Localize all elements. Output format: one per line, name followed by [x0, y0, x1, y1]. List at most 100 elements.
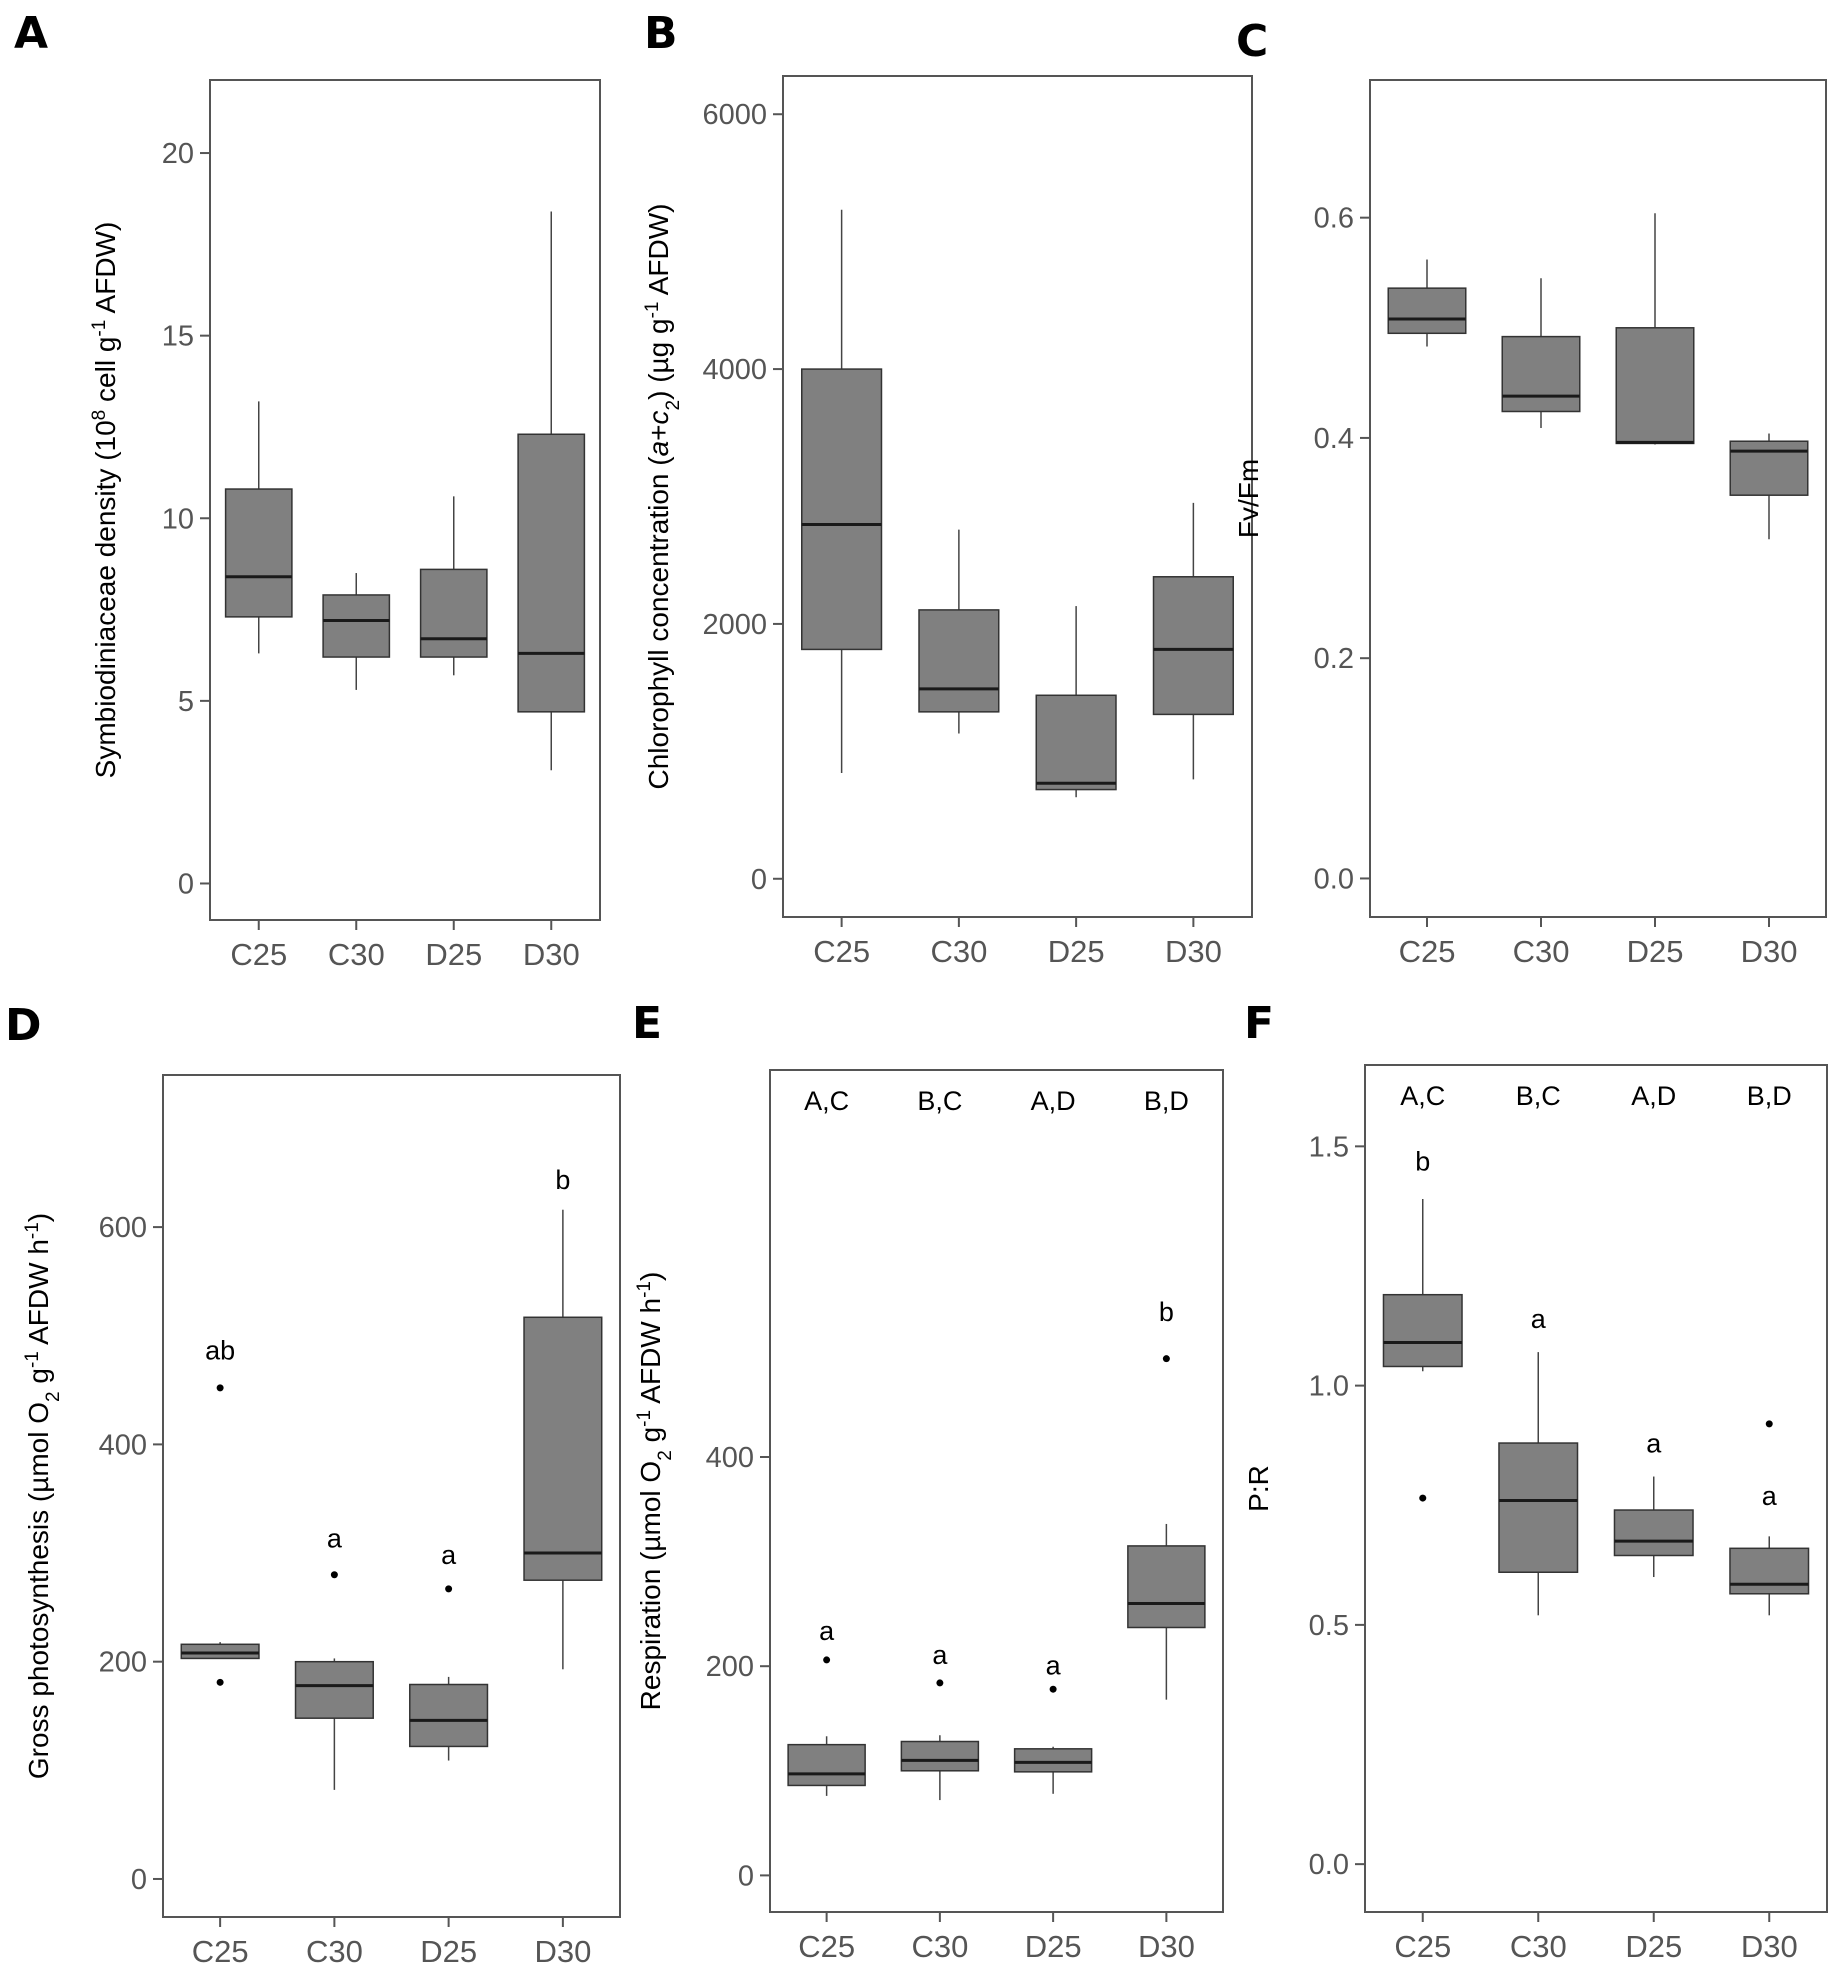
panel-letter: B [644, 8, 678, 59]
outlier-point [1765, 1420, 1773, 1428]
panel-c: C 0.0 0.2 0.4 0.6 Fv/Fm C25 C30 D25 D30 [1233, 16, 1827, 969]
panel-letter: E [632, 998, 662, 1049]
x-category-label: C25 [813, 934, 870, 969]
group-label: A,C [1400, 1081, 1445, 1111]
x-category-label: C25 [1399, 934, 1456, 969]
x-category-label: C30 [1510, 1929, 1567, 1964]
significance-letter: a [327, 1524, 343, 1554]
outlier-point [1419, 1494, 1427, 1502]
x-category-label: C25 [798, 1929, 855, 1964]
box-c25 [1387, 287, 1467, 335]
x-category-label: D25 [1625, 1929, 1682, 1964]
x-category-label: D30 [1741, 1929, 1798, 1964]
y-tick-label: 400 [706, 1442, 754, 1474]
box-c30 [900, 1740, 980, 1772]
group-label: B,C [1516, 1081, 1561, 1111]
panel-letter: A [14, 8, 48, 59]
x-category-label: D30 [534, 1934, 591, 1969]
outlier-point [1162, 1355, 1170, 1363]
plot-frame [782, 75, 1253, 918]
x-category-label: D30 [1741, 934, 1798, 969]
box-c30 [918, 609, 1000, 713]
x-category-label: D25 [1627, 934, 1684, 969]
box-c25 [801, 368, 883, 651]
outlier-point [445, 1585, 453, 1593]
y-tick-label: 0.6 [1314, 203, 1354, 235]
y-tick-label: 5 [178, 686, 194, 718]
box-c25 [180, 1643, 260, 1660]
x-category-label: C25 [1394, 1929, 1451, 1964]
outlier-point [1049, 1685, 1057, 1693]
box-d30 [1729, 440, 1809, 496]
y-tick-label: 1.5 [1309, 1131, 1349, 1163]
box-d30 [523, 1316, 603, 1581]
y-tick-label: 0.0 [1314, 863, 1354, 895]
y-tick-label: 0 [131, 1864, 147, 1896]
plot-frame [1369, 79, 1827, 918]
x-category-label: C30 [1513, 934, 1570, 969]
significance-letter: b [1415, 1146, 1430, 1176]
significance-letter: b [555, 1165, 570, 1195]
significance-letter: a [1646, 1429, 1662, 1459]
x-category-label: D30 [1165, 934, 1222, 969]
box-d25 [1613, 1509, 1694, 1557]
y-tick-label: 0.5 [1309, 1610, 1349, 1642]
significance-letter: a [932, 1640, 948, 1670]
box-d30 [517, 433, 586, 713]
y-tick-label: 0.2 [1314, 643, 1354, 675]
y-tick-label: 0 [178, 868, 194, 900]
outlier-point [823, 1656, 831, 1664]
box-d25 [1615, 327, 1695, 445]
x-category-label: D30 [523, 937, 580, 972]
panel-letter: D [5, 1000, 42, 1051]
box-c30 [1498, 1442, 1579, 1573]
x-category-label: D25 [425, 937, 482, 972]
y-axis-label: Respiration (µmol O2 g-1 AFDW h-1) [634, 1272, 676, 1711]
y-tick-label: 0 [738, 1860, 754, 1892]
box-d25 [1035, 694, 1117, 791]
outlier-point [216, 1678, 224, 1686]
significance-letter: ab [205, 1336, 235, 1366]
y-axis-label: P:R [1243, 1465, 1274, 1512]
outlier-point [216, 1384, 224, 1392]
y-tick-label: 6000 [702, 99, 767, 131]
group-label: A,D [1031, 1086, 1076, 1116]
significance-letter: a [1531, 1304, 1547, 1334]
group-label: B,D [1144, 1086, 1189, 1116]
y-axis-label: Symbiodiniaceae density (108 cell g-1 AF… [89, 222, 122, 779]
x-category-label: C30 [306, 1934, 363, 1969]
box-d25 [409, 1683, 489, 1748]
significance-letter: a [441, 1540, 457, 1570]
x-category-label: C30 [328, 937, 385, 972]
group-label: A,C [804, 1086, 849, 1116]
significance-letter: b [1159, 1297, 1174, 1327]
y-tick-label: 1.0 [1309, 1371, 1349, 1403]
box-c25 [224, 488, 293, 618]
box-c25 [1382, 1293, 1463, 1368]
x-category-label: D25 [420, 1934, 477, 1969]
box-c30 [322, 594, 391, 658]
y-tick-label: 400 [99, 1429, 147, 1461]
group-label: A,D [1631, 1081, 1676, 1111]
plot-frame [769, 1069, 1224, 1913]
group-label: B,C [917, 1086, 962, 1116]
panel-b: B 0 2000 4000 6000 Chlorophyll concentration … [642, 8, 1253, 969]
box-d30 [1729, 1547, 1810, 1595]
y-tick-label: 200 [706, 1651, 754, 1683]
y-tick-label: 15 [162, 321, 194, 353]
panel-e: E 0 200 400 Respiration (µmol O2 g-1 AFDW h-… [632, 998, 1224, 1964]
plot-frame [162, 1074, 621, 1918]
plot-frame [209, 79, 601, 921]
significance-letter: a [1762, 1481, 1778, 1511]
group-label: B,D [1747, 1081, 1792, 1111]
box-d25 [419, 568, 488, 658]
y-tick-label: 20 [162, 138, 194, 170]
box-c30 [294, 1660, 374, 1719]
panel-d: D 0 200 400 600 Gross photosynthesis (µmol O2… [5, 1000, 621, 1969]
y-tick-label: 10 [162, 503, 194, 535]
x-category-label: D25 [1025, 1929, 1082, 1964]
y-tick-label: 600 [99, 1212, 147, 1244]
box-d30 [1127, 1545, 1206, 1629]
x-category-label: D25 [1048, 934, 1105, 969]
significance-letter: a [819, 1616, 835, 1646]
